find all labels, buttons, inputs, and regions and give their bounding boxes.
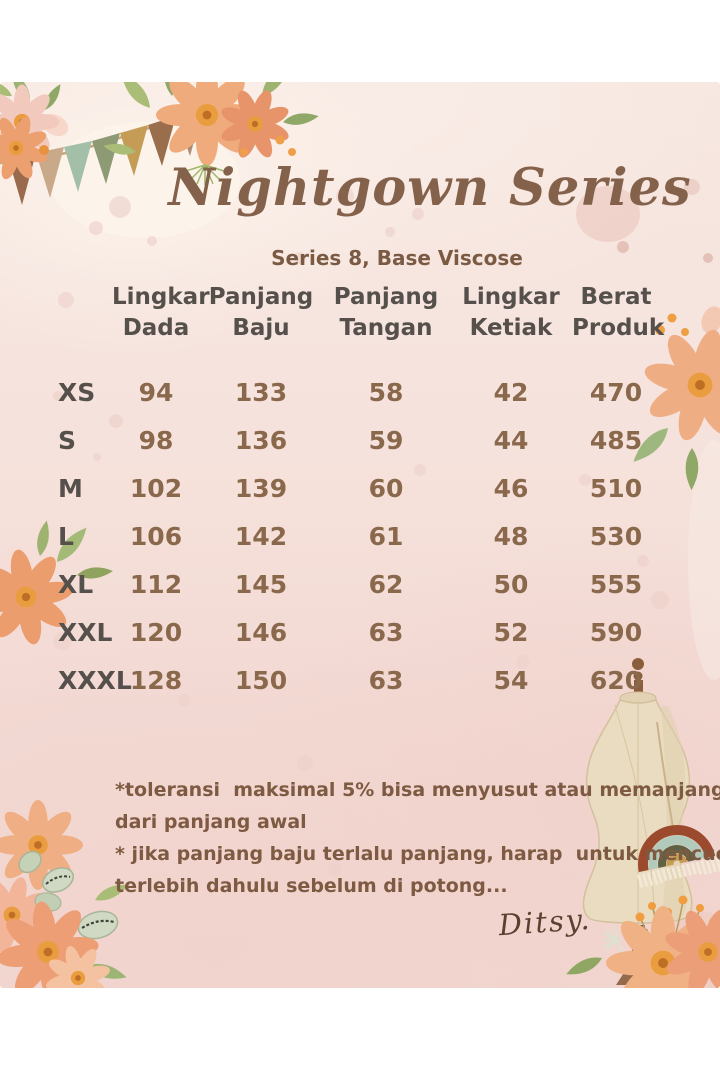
cell-value: 94 bbox=[138, 377, 174, 407]
size-row-xl: XL 112 145 62 50 555 bbox=[50, 560, 660, 608]
cell-value: 62 bbox=[368, 569, 404, 599]
cell-value: 44 bbox=[493, 425, 529, 455]
cell-value: 48 bbox=[493, 521, 529, 551]
page-title: Nightgown Series bbox=[168, 158, 692, 218]
size-label: XXXL bbox=[58, 665, 132, 695]
cell-value: 63 bbox=[368, 617, 404, 647]
size-label: M bbox=[58, 473, 83, 503]
size-column-corner bbox=[50, 282, 112, 344]
cell-value: 530 bbox=[589, 521, 643, 551]
cell-value: 50 bbox=[493, 569, 529, 599]
size-row-l: L 106 142 61 48 530 bbox=[50, 512, 660, 560]
cell-value: 139 bbox=[234, 473, 288, 503]
column-header-panjang-tangan: Panjang Tangan bbox=[333, 284, 439, 341]
cell-value: 510 bbox=[589, 473, 643, 503]
cell-value: 54 bbox=[493, 665, 529, 695]
column-header-lingkar-ketiak: Lingkar Ketiak bbox=[462, 284, 560, 341]
column-header-panjang-baju: Panjang Baju bbox=[208, 284, 314, 341]
cell-value: 142 bbox=[234, 521, 288, 551]
cell-value: 46 bbox=[493, 473, 529, 503]
size-label: XL bbox=[58, 569, 94, 599]
size-chart-table: Lingkar Dada Panjang Baju Panjang Tangan… bbox=[50, 282, 665, 704]
cell-value: 59 bbox=[368, 425, 404, 455]
cell-value: 42 bbox=[493, 377, 529, 407]
cell-value: 150 bbox=[234, 665, 288, 695]
cell-value: 146 bbox=[234, 617, 288, 647]
column-header-berat-produk: Berat Produk bbox=[572, 284, 665, 341]
cell-value: 555 bbox=[589, 569, 643, 599]
cell-value: 60 bbox=[368, 473, 404, 503]
footnotes: *toleransi maksimal 5% bisa menyusut ata… bbox=[115, 774, 720, 902]
cell-value: 133 bbox=[234, 377, 288, 407]
size-row-s: S 98 136 59 44 485 bbox=[50, 416, 660, 464]
series-subtitle: Series 8, Base Viscose bbox=[271, 246, 523, 270]
cell-value: 485 bbox=[589, 425, 643, 455]
footnote-line: *toleransi maksimal 5% bisa menyusut ata… bbox=[115, 779, 720, 801]
footnote-line: terlebih dahulu sebelum di potong... bbox=[115, 875, 508, 897]
cell-value: 112 bbox=[129, 569, 183, 599]
size-row-xxxl: XXXL 128 150 63 54 620 bbox=[50, 656, 660, 704]
size-chart-header-row: Lingkar Dada Panjang Baju Panjang Tangan… bbox=[50, 282, 665, 344]
size-label: XXL bbox=[58, 617, 113, 647]
cell-value: 620 bbox=[589, 665, 643, 695]
cell-value: 128 bbox=[129, 665, 183, 695]
footnote-line: * jika panjang baju terlalu panjang, har… bbox=[115, 843, 720, 865]
cell-value: 58 bbox=[368, 377, 404, 407]
cell-value: 136 bbox=[234, 425, 288, 455]
cell-value: 52 bbox=[493, 617, 529, 647]
footnote-line: dari panjang awal bbox=[115, 811, 307, 833]
column-header-lingkar-dada: Lingkar Dada bbox=[112, 284, 210, 341]
cell-value: 590 bbox=[589, 617, 643, 647]
size-label: XS bbox=[58, 377, 96, 407]
cell-value: 98 bbox=[138, 425, 174, 455]
cell-value: 470 bbox=[589, 377, 643, 407]
size-row-xs: XS 94 133 58 42 470 bbox=[50, 368, 660, 416]
cell-value: 120 bbox=[129, 617, 183, 647]
cell-value: 106 bbox=[129, 521, 183, 551]
cell-value: 145 bbox=[234, 569, 288, 599]
size-row-m: M 102 139 60 46 510 bbox=[50, 464, 660, 512]
cell-value: 61 bbox=[368, 521, 404, 551]
size-label: L bbox=[58, 521, 74, 551]
size-label: S bbox=[58, 425, 77, 455]
cell-value: 63 bbox=[368, 665, 404, 695]
cell-value: 102 bbox=[129, 473, 183, 503]
size-row-xxl: XXL 120 146 63 52 590 bbox=[50, 608, 660, 656]
